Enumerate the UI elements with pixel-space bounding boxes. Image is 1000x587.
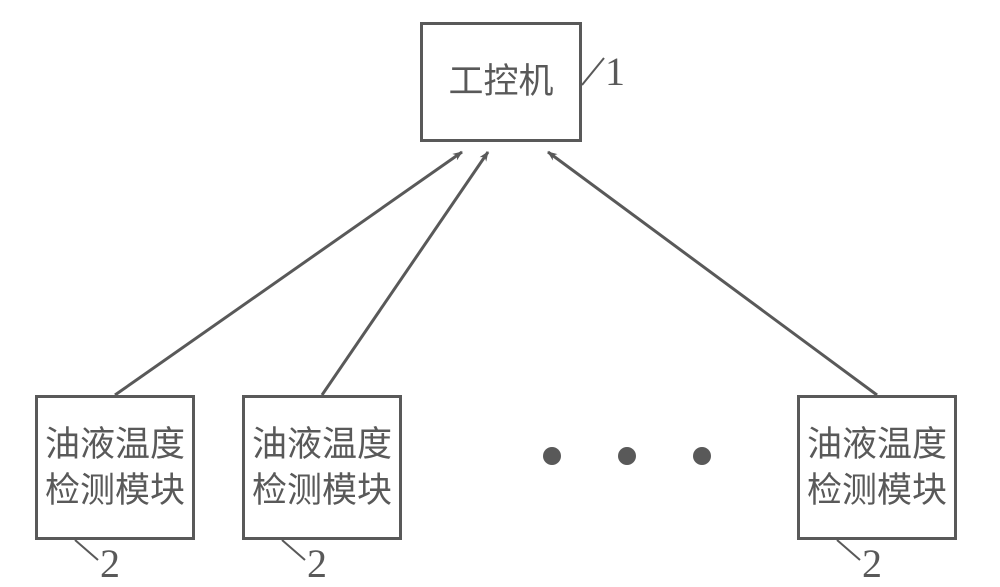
bottom-node-1-line1: 油液温度 (252, 425, 392, 464)
bottom-node-2: 油液温度 检测模块 (797, 395, 957, 540)
arrow-0 (115, 152, 462, 395)
callout-line-b1 (282, 540, 305, 560)
ellipsis-dot-1 (618, 447, 636, 465)
bottom-node-1-label: 油液温度 检测模块 (252, 422, 392, 513)
bottom-node-0-callout: 2 (100, 540, 120, 587)
bottom-node-1-line2: 检测模块 (252, 471, 392, 510)
bottom-node-0-line2: 检测模块 (45, 471, 185, 510)
bottom-node-1-callout: 2 (307, 540, 327, 587)
bottom-node-0-line1: 油液温度 (45, 425, 185, 464)
arrow-2 (548, 152, 877, 395)
bottom-node-2-line1: 油液温度 (807, 425, 947, 464)
callout-line-b2 (837, 540, 860, 560)
top-node: 工控机 (420, 22, 582, 142)
bottom-node-2-callout: 2 (862, 540, 882, 587)
top-node-callout: 1 (605, 48, 625, 95)
bottom-node-0-label: 油液温度 检测模块 (45, 422, 185, 513)
arrow-1 (322, 152, 488, 395)
bottom-node-0: 油液温度 检测模块 (35, 395, 195, 540)
bottom-node-1: 油液温度 检测模块 (242, 395, 402, 540)
top-node-label: 工控机 (448, 59, 553, 105)
bottom-node-2-line2: 检测模块 (807, 471, 947, 510)
callout-line-top (582, 58, 604, 85)
ellipsis-dot-0 (543, 447, 561, 465)
bottom-node-2-label: 油液温度 检测模块 (807, 422, 947, 513)
ellipsis-dot-2 (693, 447, 711, 465)
callout-line-b0 (75, 540, 98, 560)
